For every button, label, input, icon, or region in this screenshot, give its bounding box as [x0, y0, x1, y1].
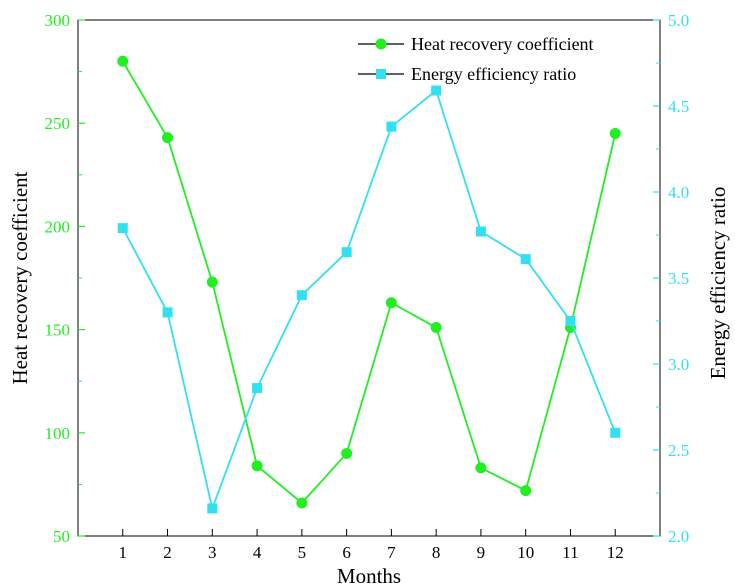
x-tick-label: 6 — [342, 543, 351, 562]
x-axis-title: Months — [337, 564, 401, 586]
series-layer — [117, 55, 621, 514]
left-tick-label: 50 — [53, 527, 70, 546]
data-point-square — [341, 247, 352, 258]
x-axis: 1 2 3 4 5 6 7 8 9 10 11 12 — [119, 529, 624, 562]
left-axis-title: Heat recovery coefficient — [8, 171, 32, 384]
left-tick-label: 200 — [45, 217, 71, 236]
x-tick-label: 3 — [208, 543, 217, 562]
right-tick-label: 3.0 — [668, 355, 689, 374]
data-point-circle — [341, 447, 353, 459]
series-line-energy-efficiency — [121, 88, 617, 512]
left-tick-label: 150 — [45, 321, 71, 340]
right-tick-label: 4.5 — [668, 97, 689, 116]
legend: Heat recovery coefficient Energy efficien… — [358, 34, 594, 84]
legend-marker-circle — [375, 38, 387, 50]
left-tick-label: 100 — [45, 424, 71, 443]
x-tick-label: 5 — [298, 543, 307, 562]
x-tick-label: 1 — [119, 543, 128, 562]
data-point-circle — [296, 497, 308, 509]
x-tick-label: 11 — [562, 543, 578, 562]
data-point-square — [386, 121, 397, 132]
right-tick-label: 2.0 — [668, 527, 689, 546]
x-tick-label: 9 — [477, 543, 486, 562]
x-tick-label: 10 — [517, 543, 534, 562]
data-point-square — [162, 307, 173, 318]
x-tick-label: 2 — [163, 543, 172, 562]
data-point-square — [207, 503, 218, 514]
data-point-circle — [609, 128, 621, 140]
data-point-circle — [520, 485, 532, 497]
data-point-circle — [251, 460, 263, 472]
right-axis: 2.0 2.5 3.0 3.5 4.0 4.5 5.0 — [653, 11, 689, 546]
right-tick-label: 3.5 — [668, 269, 689, 288]
right-axis-title: Energy efficiency ratio — [706, 187, 730, 380]
data-point-circle — [385, 297, 397, 309]
x-tick-label: 7 — [387, 543, 396, 562]
data-point-square — [475, 226, 486, 237]
x-tick-label: 4 — [253, 543, 262, 562]
data-point-square — [520, 254, 531, 265]
data-point-circle — [475, 462, 487, 474]
x-tick-label: 12 — [607, 543, 624, 562]
right-tick-label: 2.5 — [668, 441, 689, 460]
data-point-square — [296, 290, 307, 301]
data-point-square — [252, 383, 263, 394]
left-tick-label: 250 — [45, 114, 71, 133]
x-tick-label: 8 — [432, 543, 441, 562]
data-point-circle — [162, 132, 174, 144]
data-point-circle — [430, 322, 442, 334]
data-point-square — [431, 85, 442, 96]
data-point-square — [117, 223, 128, 234]
series-line-heat-recovery — [121, 60, 617, 505]
data-point-square — [565, 316, 576, 326]
right-tick-label: 4.0 — [668, 183, 689, 202]
data-point-circle — [117, 55, 129, 67]
legend-marker-square — [376, 69, 386, 79]
right-tick-label: 5.0 — [668, 11, 689, 30]
legend-label: Heat recovery coefficient — [411, 34, 594, 54]
data-point-circle — [206, 276, 218, 288]
data-point-square — [610, 427, 621, 438]
left-axis: 50 100 150 200 250 300 — [45, 11, 85, 546]
plot-frame — [77, 19, 661, 537]
left-tick-label: 300 — [45, 11, 71, 30]
legend-label: Energy efficiency ratio — [411, 64, 576, 84]
